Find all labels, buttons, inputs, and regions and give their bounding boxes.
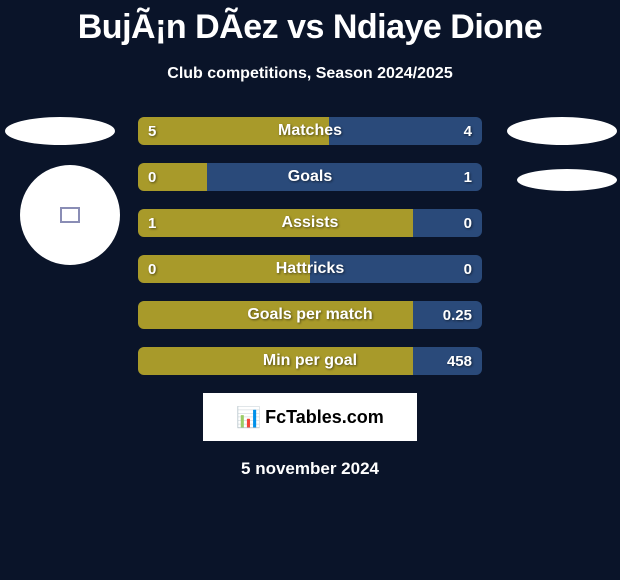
stat-label: Goals	[138, 163, 482, 191]
source-logo: 📊 FcTables.com	[203, 393, 417, 441]
stat-row: Hattricks0 0	[138, 255, 482, 283]
stat-value-player2: 4	[464, 117, 472, 145]
stat-label: Min per goal	[138, 347, 482, 375]
stat-value-player1: 1	[148, 209, 156, 237]
page-title: BujÃ¡n DÃez vs Ndiaye Dione	[0, 0, 620, 47]
stat-row: Min per goal458	[138, 347, 482, 375]
stat-value-player1: 5	[148, 117, 156, 145]
stat-value-player2: 0	[464, 209, 472, 237]
date-label: 5 november 2024	[0, 459, 620, 479]
stat-label: Goals per match	[138, 301, 482, 329]
stat-value-player2: 458	[447, 347, 472, 375]
stat-value-player2: 0	[464, 255, 472, 283]
logo-text: FcTables.com	[265, 407, 384, 428]
badge-inner-icon	[60, 207, 80, 223]
stat-value-player2: 0.25	[443, 301, 472, 329]
stat-row: Assists1 0	[138, 209, 482, 237]
player2-ellipse	[507, 117, 617, 145]
stat-label: Matches	[138, 117, 482, 145]
stat-label: Assists	[138, 209, 482, 237]
player1-badge	[20, 165, 120, 265]
stat-value-player2: 1	[464, 163, 472, 191]
stat-value-player1: 0	[148, 163, 156, 191]
stat-row: Goals0 1	[138, 163, 482, 191]
player1-ellipse	[5, 117, 115, 145]
player2-ellipse	[517, 169, 617, 191]
stat-value-player1: 0	[148, 255, 156, 283]
logo-icon: 📊	[236, 405, 261, 430]
stats-area: Matches54Goals01Assists10Hattricks00Goal…	[0, 117, 620, 479]
stat-label: Hattricks	[138, 255, 482, 283]
stat-row: Matches5 4	[138, 117, 482, 145]
subtitle: Club competitions, Season 2024/2025	[0, 65, 620, 83]
comparison-bars: Matches54Goals01Assists10Hattricks00Goal…	[138, 117, 482, 375]
stat-row: Goals per match0.25	[138, 301, 482, 329]
